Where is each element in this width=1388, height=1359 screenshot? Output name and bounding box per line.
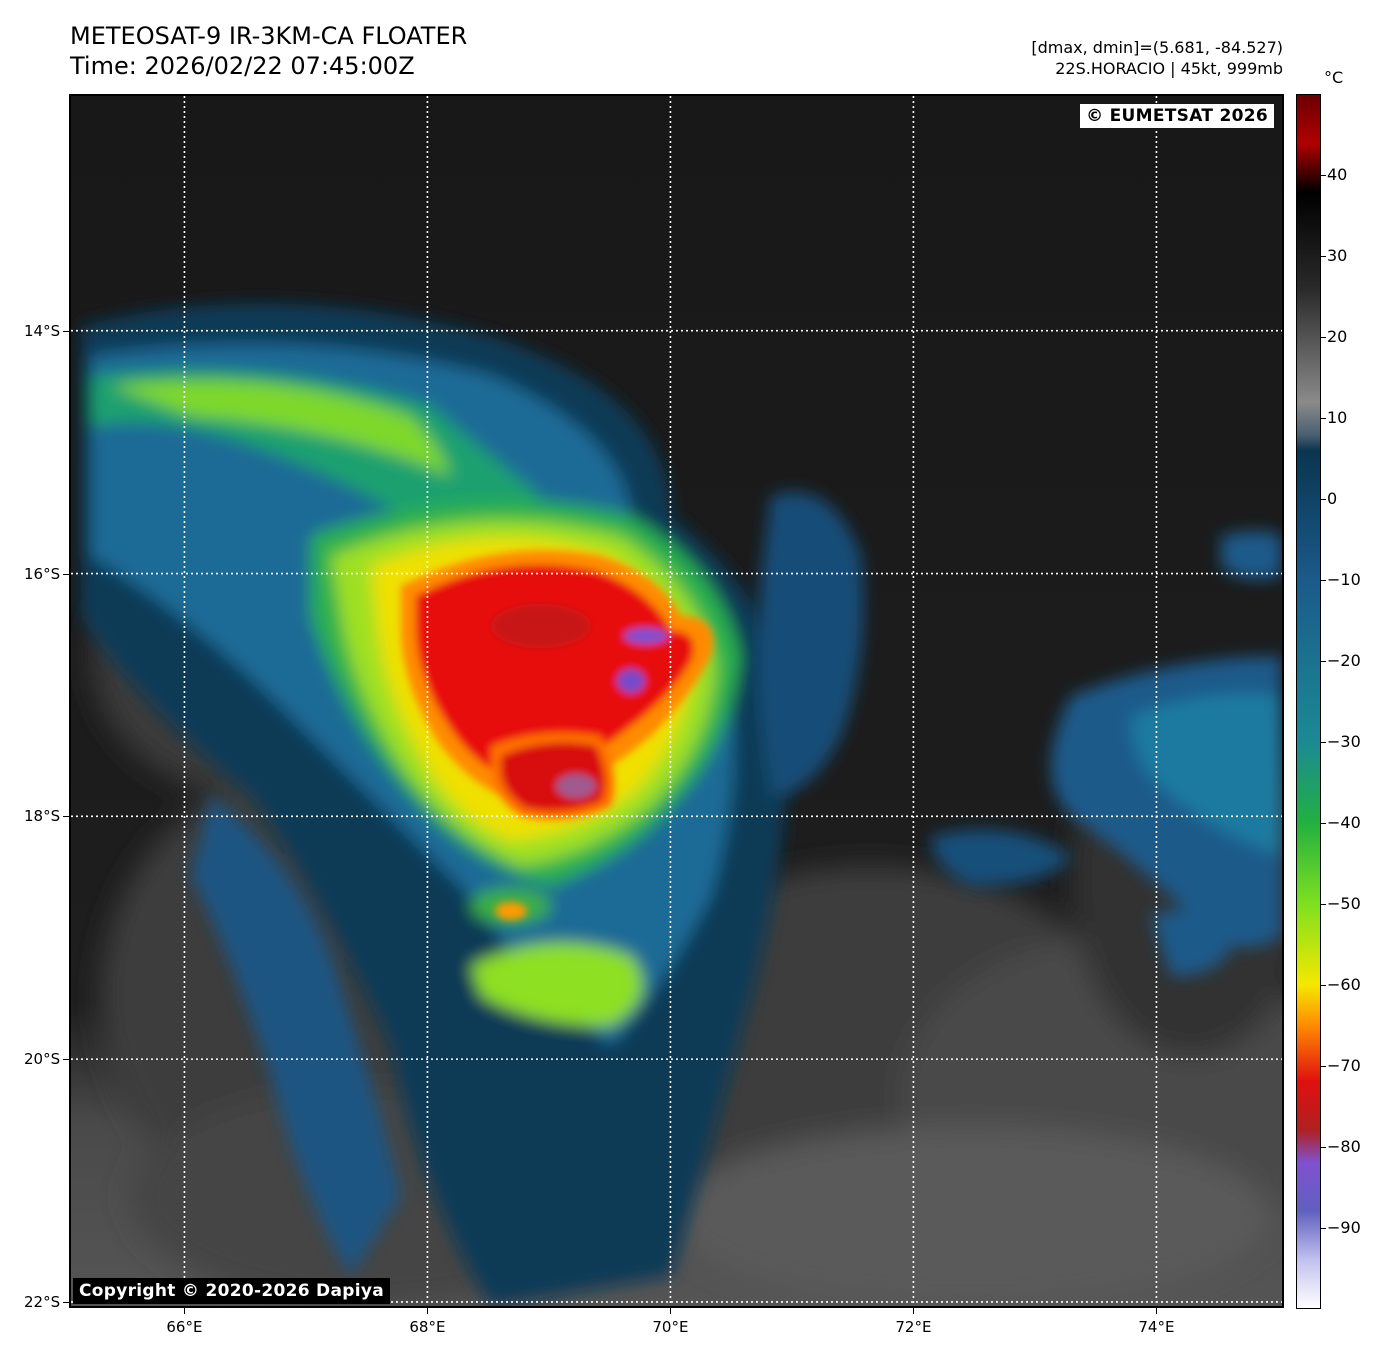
storm-label: 22S.HORACIO | 45kt, 999mb [1055, 59, 1283, 78]
lon-tick [670, 1308, 672, 1314]
lon-tick [427, 1308, 429, 1314]
lon-label: 74°E [1138, 1318, 1175, 1336]
lat-label: 20°S [24, 1050, 61, 1069]
colorbar-tick-label: −20 [1327, 651, 1361, 670]
colorbar-tick-label: 40 [1327, 165, 1348, 184]
lat-label: 14°S [24, 321, 61, 340]
colorbar-tick-label: −30 [1327, 732, 1361, 751]
colorbar-tick [1321, 985, 1326, 986]
lat-tick [63, 816, 69, 818]
colorbar-tick-label: 10 [1327, 408, 1348, 427]
colorbar-tick [1321, 742, 1326, 743]
copyright-label: Copyright © 2020-2026 Dapiya [73, 1278, 390, 1304]
east-cloud-cluster [757, 492, 1282, 976]
lat-tick [63, 1301, 69, 1303]
lon-tick [913, 1308, 915, 1314]
colorbar-tick-label: 0 [1327, 489, 1338, 508]
colorbar-tick [1321, 904, 1326, 905]
product-time: Time: 2026/02/22 07:45:00Z [70, 52, 415, 80]
colorbar-tick-label: 30 [1327, 246, 1348, 265]
lat-tick [63, 330, 69, 332]
dminmax-label: [dmax, dmin]=(5.681, -84.527) [1031, 38, 1283, 57]
colorbar-tick-label: −80 [1327, 1137, 1361, 1156]
colorbar-tick-label: −70 [1327, 1056, 1361, 1075]
satellite-imagery [71, 96, 1282, 1306]
colorbar [1296, 94, 1321, 1309]
lon-label: 72°E [895, 1318, 932, 1336]
colorbar-tick [1321, 175, 1326, 176]
lat-tick [63, 1059, 69, 1061]
colorbar-tick-label: −50 [1327, 894, 1361, 913]
colorbar-tick-label: 20 [1327, 327, 1348, 346]
colorbar-tick [1321, 337, 1326, 338]
colorbar-tick [1321, 1228, 1326, 1229]
colorbar-tick [1321, 499, 1326, 500]
lat-label: 22°S [24, 1292, 61, 1311]
colorbar-tick [1321, 256, 1326, 257]
colorbar-tick-label: −10 [1327, 570, 1361, 589]
cold-cloud-tops [401, 550, 713, 920]
satellite-map[interactable]: © EUMETSAT 2026 Copyright © 2020-2026 Da… [69, 94, 1284, 1308]
colorbar-tick [1321, 661, 1326, 662]
lon-tick [184, 1308, 186, 1314]
lon-label: 66°E [166, 1318, 203, 1336]
colorbar-tick [1321, 580, 1326, 581]
colorbar-tick [1321, 823, 1326, 824]
eumetsat-watermark: © EUMETSAT 2026 [1080, 104, 1274, 128]
lon-label: 68°E [409, 1318, 446, 1336]
lat-label: 16°S [24, 564, 61, 583]
colorbar-tick [1321, 1147, 1326, 1148]
colorbar-tick-label: −40 [1327, 813, 1361, 832]
colorbar-tick-label: −60 [1327, 975, 1361, 994]
lat-label: 18°S [24, 807, 61, 826]
colorbar-tick-label: −90 [1327, 1218, 1361, 1237]
colorbar-unit: °C [1324, 68, 1344, 87]
colorbar-tick [1321, 418, 1326, 419]
product-title: METEOSAT-9 IR-3KM-CA FLOATER [70, 22, 468, 50]
lon-label: 70°E [652, 1318, 689, 1336]
lat-tick [63, 573, 69, 575]
colorbar-tick [1321, 1066, 1326, 1067]
lon-tick [1156, 1308, 1158, 1314]
